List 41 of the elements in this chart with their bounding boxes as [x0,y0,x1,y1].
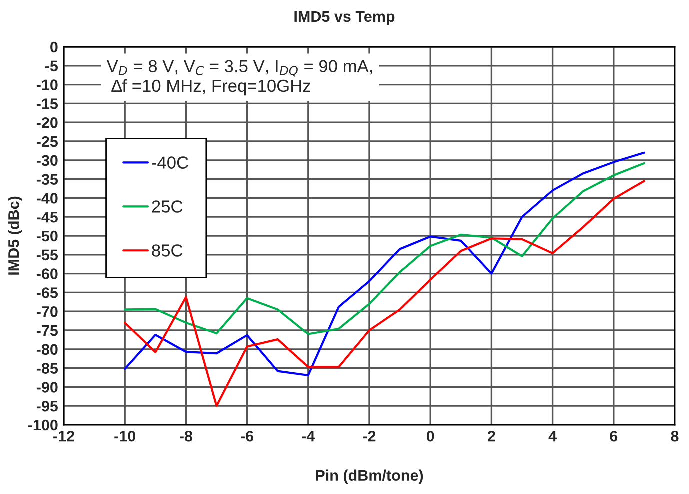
y-tick-label: -50 [36,230,58,242]
line-series [124,152,646,377]
legend-label: 25C [152,200,183,213]
annotation: V$_{D}$ = 8 V, V$_{C}$ = 3.5 V, I$_{DQ}$ = 90 mA, ∆f =10 MHz, Freq=10GHz [106,60,372,96]
y-tick-label: -75 [36,326,58,336]
y-tick-label: -100 [28,420,58,431]
y-tick-label: -5 [45,60,58,72]
y-tick-label: -55 [36,250,58,261]
line-series [124,180,646,408]
x-tick-label: 2 [488,430,496,442]
y-tick-label: -60 [36,268,58,280]
y-tick-label: -85 [36,363,58,374]
x-tick-label: 0 [426,430,434,442]
y-tick-label: -15 [36,98,58,110]
x-tick-label: -4 [302,431,316,442]
y-tick-label: -35 [36,174,58,186]
x-tick-label: -8 [180,430,193,442]
x-axis-title: Pin (dBm/tone) [316,470,424,484]
x-tick-label: -12 [54,430,74,442]
y-tick-label: -45 [36,212,58,223]
y-tick-label: -70 [36,306,58,318]
x-tick-label: 8 [671,430,679,442]
y-tick-label: -10 [36,80,58,90]
y-tick-label: -80 [36,344,58,356]
legend-label: -40C [152,156,188,169]
y-tick-label: -25 [36,136,58,148]
y-tick-label: -30 [36,155,58,166]
y-tick-label: 0 [50,42,58,53]
y-tick-label: -20 [36,117,58,128]
y-axis-title: IMD5 (dBc) [8,196,22,275]
y-tick-label: -90 [36,382,58,393]
y-tick-label: -40 [36,193,58,204]
x-tick-label: 4 [548,431,557,442]
y-tick-label: -65 [36,288,58,298]
x-tick-label: -2 [363,430,376,442]
chart-title: IMD5 vs Temp [294,11,395,26]
y-tick-label: -95 [36,400,58,412]
x-tick-label: 6 [610,430,618,442]
x-tick-label: -6 [241,430,254,442]
x-tick-label: -10 [114,430,136,442]
legend-label: 85C [152,244,183,257]
